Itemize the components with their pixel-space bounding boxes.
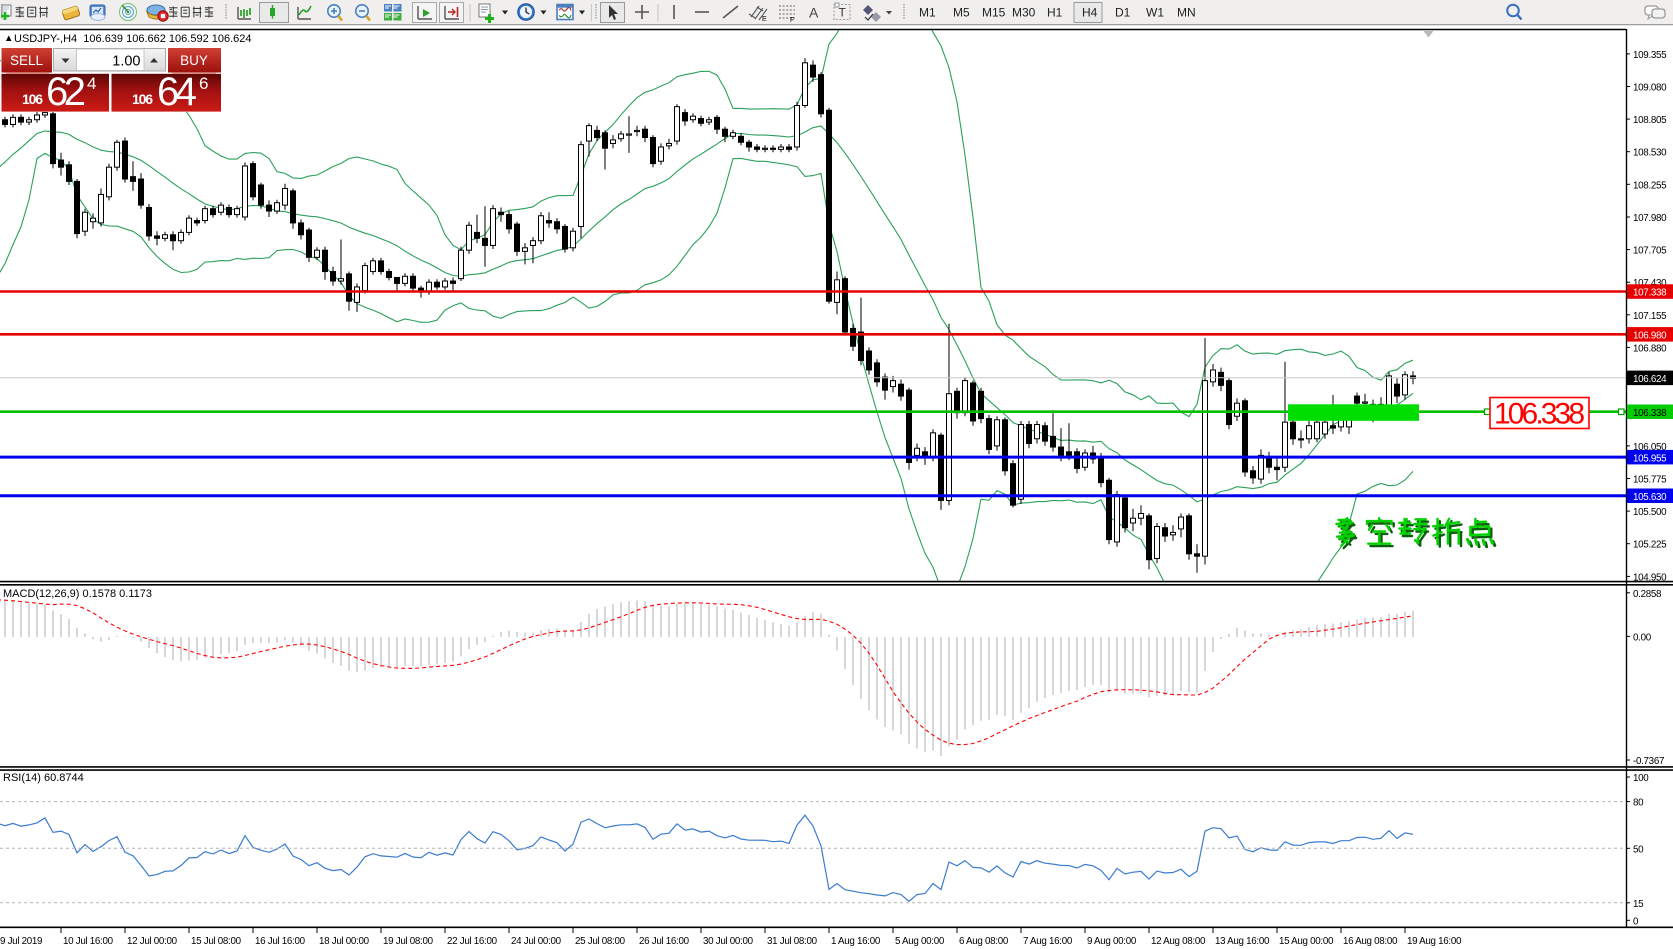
svg-text:1.00: 1.00	[112, 54, 140, 70]
svg-text:0.00: 0.00	[1633, 632, 1652, 643]
svg-text:10 Jul 16:00: 10 Jul 16:00	[63, 936, 114, 947]
svg-text:E: E	[762, 16, 767, 23]
svg-text:106: 106	[132, 91, 153, 107]
svg-text:106.980: 106.980	[1633, 331, 1667, 342]
svg-text:108.805: 108.805	[1633, 115, 1667, 126]
svg-text:T: T	[839, 6, 847, 20]
svg-text:M5: M5	[953, 6, 970, 20]
svg-text:64: 64	[157, 70, 197, 114]
svg-text:19 Aug 16:00: 19 Aug 16:00	[1407, 936, 1462, 947]
svg-text:12 Jul 00:00: 12 Jul 00:00	[127, 936, 178, 947]
svg-text:107.430: 107.430	[1633, 278, 1667, 289]
svg-text:15: 15	[1633, 899, 1644, 910]
svg-text:-0.7367: -0.7367	[1633, 756, 1664, 767]
svg-text:MN: MN	[1177, 6, 1196, 20]
svg-text:18 Jul 00:00: 18 Jul 00:00	[319, 936, 370, 947]
svg-text:62: 62	[46, 70, 86, 114]
svg-text:106.050: 106.050	[1633, 442, 1667, 453]
svg-text:105.225: 105.225	[1633, 540, 1667, 551]
svg-text:105.775: 105.775	[1633, 475, 1667, 486]
svg-text:M1: M1	[919, 6, 936, 20]
svg-text:9 Jul 2019: 9 Jul 2019	[0, 936, 42, 947]
svg-text:105.630: 105.630	[1633, 492, 1667, 503]
svg-text:50: 50	[1633, 844, 1644, 855]
svg-text:107.980: 107.980	[1633, 213, 1667, 224]
svg-text:107.338: 107.338	[1633, 288, 1667, 299]
svg-text:4: 4	[87, 74, 96, 93]
svg-text:6: 6	[199, 74, 208, 93]
svg-text:105.500: 105.500	[1633, 507, 1667, 518]
svg-text:22 Jul 16:00: 22 Jul 16:00	[447, 936, 498, 947]
svg-text:106.338: 106.338	[1494, 398, 1585, 431]
svg-text:H4: H4	[1082, 6, 1098, 20]
svg-text:M15: M15	[982, 6, 1006, 20]
svg-text:108.530: 108.530	[1633, 148, 1667, 159]
svg-text:13 Aug 16:00: 13 Aug 16:00	[1215, 936, 1270, 947]
svg-text:A: A	[809, 5, 819, 21]
svg-text:0: 0	[1633, 916, 1639, 927]
svg-text:30 Jul 00:00: 30 Jul 00:00	[703, 936, 754, 947]
svg-text:104.950: 104.950	[1633, 572, 1667, 583]
svg-text:109.355: 109.355	[1633, 50, 1667, 61]
svg-text:9 Aug 00:00: 9 Aug 00:00	[1087, 936, 1137, 947]
svg-text:80: 80	[1633, 798, 1644, 809]
svg-text:H1: H1	[1047, 6, 1063, 20]
svg-text:W1: W1	[1146, 6, 1164, 20]
svg-text:15 Aug 00:00: 15 Aug 00:00	[1279, 936, 1334, 947]
svg-text:12 Aug 08:00: 12 Aug 08:00	[1151, 936, 1206, 947]
svg-text:RSI(14) 60.8744: RSI(14) 60.8744	[3, 772, 84, 784]
svg-text:M30: M30	[1012, 6, 1036, 20]
svg-text:5 Aug 00:00: 5 Aug 00:00	[895, 936, 945, 947]
svg-text:106.338: 106.338	[1633, 408, 1667, 419]
svg-text:109.080: 109.080	[1633, 83, 1667, 94]
svg-text:106: 106	[22, 91, 43, 107]
svg-text:6 Aug 08:00: 6 Aug 08:00	[959, 936, 1009, 947]
svg-text:26 Jul 16:00: 26 Jul 16:00	[639, 936, 690, 947]
svg-text:16 Aug 08:00: 16 Aug 08:00	[1343, 936, 1398, 947]
svg-text:0.2858: 0.2858	[1633, 589, 1662, 600]
svg-text:106.624: 106.624	[1633, 374, 1667, 385]
svg-text:107.705: 107.705	[1633, 246, 1667, 257]
svg-text:D1: D1	[1115, 6, 1131, 20]
svg-text:106.880: 106.880	[1633, 343, 1667, 354]
svg-text:MACD(12,26,9) 0.1578 0.1173: MACD(12,26,9) 0.1578 0.1173	[3, 588, 152, 600]
svg-text:24 Jul 00:00: 24 Jul 00:00	[511, 936, 562, 947]
svg-text:F: F	[790, 17, 794, 24]
svg-text:USDJPY-,H4 106.639 106.662 10: USDJPY-,H4 106.639 106.662 106.592 106.6…	[14, 33, 252, 45]
svg-text:25 Jul 08:00: 25 Jul 08:00	[575, 936, 626, 947]
svg-text:19 Jul 08:00: 19 Jul 08:00	[383, 936, 434, 947]
svg-text:107.155: 107.155	[1633, 311, 1667, 322]
svg-text:7 Aug 16:00: 7 Aug 16:00	[1023, 936, 1073, 947]
svg-text:BUY: BUY	[180, 53, 208, 68]
svg-text:▲: ▲	[4, 33, 13, 44]
svg-text:105.955: 105.955	[1633, 453, 1667, 464]
svg-text:31 Jul 08:00: 31 Jul 08:00	[767, 936, 818, 947]
svg-text:15 Jul 08:00: 15 Jul 08:00	[191, 936, 242, 947]
svg-text:108.255: 108.255	[1633, 180, 1667, 191]
svg-text:1 Aug 16:00: 1 Aug 16:00	[831, 936, 881, 947]
svg-text:SELL: SELL	[10, 53, 44, 68]
svg-text:100: 100	[1633, 773, 1649, 784]
svg-text:16 Jul 16:00: 16 Jul 16:00	[255, 936, 306, 947]
